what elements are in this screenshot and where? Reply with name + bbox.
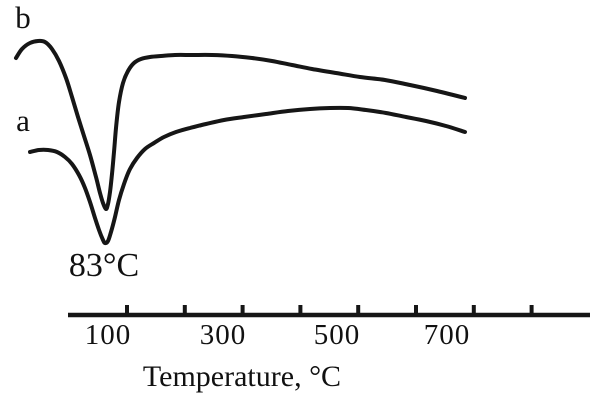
x-axis	[68, 305, 590, 318]
x-tick-label-100: 100	[84, 319, 132, 351]
curve-a	[28, 105, 467, 246]
curve-a-label: a	[16, 103, 30, 138]
curve-b	[14, 38, 467, 211]
x-tick-label-700: 700	[423, 319, 471, 351]
x-tick-label-500: 500	[313, 319, 361, 351]
endotherm-annotation: 83°C	[68, 247, 140, 284]
curves	[14, 38, 467, 246]
curve-b-label: b	[15, 0, 31, 35]
x-axis-title: Temperature, °C	[142, 360, 342, 393]
x-tick-label-300: 300	[199, 319, 247, 351]
